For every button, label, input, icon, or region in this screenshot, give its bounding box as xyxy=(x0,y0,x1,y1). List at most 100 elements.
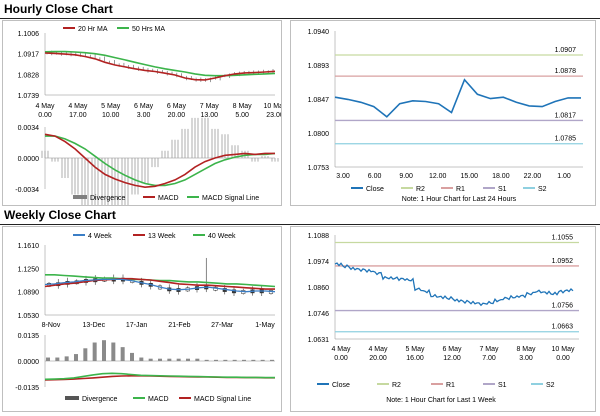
weekly-r2-level-label: 1.1055 xyxy=(552,235,574,242)
weekly-divergence-bar xyxy=(83,348,88,361)
hourly-left-panel: 20 Hr MA 50 Hrs MA 1.1006 1.0917 1.0828 1.073… xyxy=(2,20,287,228)
weekly-levels-chart: 1.1088 1.0974 1.0860 1.0746 1.0631 1.1055 1.09… xyxy=(308,233,579,404)
legend-label-close: Close xyxy=(332,382,350,389)
weekly-13-week-line xyxy=(44,277,275,290)
legend-label-s2: S2 xyxy=(546,382,555,389)
hourly-price-macd-chart: 20 Hr MA 50 Hrs MA 1.1006 1.0917 1.0828 1.073… xyxy=(15,26,287,228)
hourly-price-xtick-label: 20.00 xyxy=(168,112,186,119)
weekly-macd-ytick-label: -0.0135 xyxy=(15,385,39,392)
weekly-price-ytick-label: 1.1610 xyxy=(18,243,40,250)
legend-label-divergence: Divergence xyxy=(90,195,126,202)
weekly-levels-xtick-label: 0.00 xyxy=(334,355,348,362)
hourly-price-xtick-label: 4 May xyxy=(68,103,88,110)
weekly-price-ytick-label: 1.0530 xyxy=(18,313,40,320)
weekly-price-xtick-label: 21-Feb xyxy=(168,322,190,329)
weekly-price-ytick-label: 1.1250 xyxy=(18,266,40,273)
weekly-divergence-bar xyxy=(204,359,209,361)
weekly-macd-line xyxy=(44,372,275,381)
weekly-price-xtick-label: 27-Mar xyxy=(211,322,234,329)
weekly-divergence-bar xyxy=(64,356,69,361)
weekly-section-title: Weekly Close Chart xyxy=(4,208,116,222)
hourly-close-line xyxy=(334,78,581,118)
hourly-levels-chart: 1.0940 1.0893 1.0847 1.0800 1.0753 1.0907 1.08… xyxy=(308,29,583,203)
weekly-levels-xtick-label: 5 May xyxy=(405,346,425,353)
legend-label-13-week: 13 Week xyxy=(148,233,176,240)
weekly-divergence-bar xyxy=(92,342,97,361)
weekly-levels-ytick-label: 1.0974 xyxy=(308,259,330,266)
hourly-levels-xtick-label: 18.00 xyxy=(492,173,510,180)
weekly-levels-xtick-label: 20.00 xyxy=(369,355,387,362)
weekly-divergence-bar xyxy=(74,354,78,361)
weekly-divergence-bar xyxy=(270,359,274,361)
hourly-levels-ytick-label: 1.0847 xyxy=(308,97,330,104)
weekly-levels-xtick-label: 8 May xyxy=(516,346,536,353)
legend-swatch-divergence xyxy=(65,396,79,400)
legend-label-macd: MACD xyxy=(148,396,169,403)
hourly-price-xtick-label: 17.00 xyxy=(69,112,87,119)
legend-label-4-week: 4 Week xyxy=(88,233,112,240)
hourly-macd-signal-line xyxy=(45,135,276,187)
weekly-divergence-bar xyxy=(186,358,190,361)
weekly-close-line xyxy=(334,262,574,307)
hourly-price-xtick-label: 5.00 xyxy=(235,112,249,119)
hourly-price-ytick-label: 1.0828 xyxy=(18,72,40,79)
weekly-price-xtick-label: 13-Dec xyxy=(83,322,106,329)
legend-label-r1: R1 xyxy=(446,382,455,389)
hourly-levels-ytick-label: 1.0940 xyxy=(308,29,330,36)
hourly-levels-xtick-label: 9.00 xyxy=(399,173,413,180)
legend-label-s1: S1 xyxy=(498,186,507,193)
hourly-50hr-ma-line xyxy=(44,50,276,77)
weekly-divergence-bar xyxy=(242,359,246,361)
legend-label-s1: S1 xyxy=(498,382,507,389)
weekly-divergence-bar xyxy=(130,352,134,361)
hourly-price-xtick-label: 13.00 xyxy=(201,112,219,119)
hourly-price-xtick-label: 7 May xyxy=(200,103,220,110)
weekly-levels-xtick-label: 12.00 xyxy=(443,355,461,362)
weekly-levels-note: Note: 1 Hour Chart for Last 1 Week xyxy=(386,397,496,404)
weekly-divergence-bar xyxy=(260,359,265,361)
weekly-levels-xtick-label: 7 May xyxy=(479,346,499,353)
weekly-4-week-line xyxy=(44,278,276,293)
weekly-levels-ytick-label: 1.0860 xyxy=(308,285,330,292)
hourly-macd-line xyxy=(44,133,275,189)
hourly-s1-level-label: 1.0817 xyxy=(555,112,577,119)
hourly-r2-level-label: 1.0907 xyxy=(555,47,577,54)
weekly-right-panel: 1.1088 1.0974 1.0860 1.0746 1.0631 1.1055 1.09… xyxy=(290,226,596,412)
hourly-levels-xtick-label: 12.00 xyxy=(429,173,447,180)
weekly-divergence-bar xyxy=(148,358,153,361)
weekly-levels-xtick-label: 7.00 xyxy=(482,355,496,362)
hourly-s2-level-label: 1.0785 xyxy=(555,136,577,143)
weekly-levels-xtick-label: 4 May xyxy=(368,346,388,353)
weekly-r1-level-label: 1.0952 xyxy=(552,258,574,265)
weekly-levels-ytick-label: 1.0746 xyxy=(308,311,330,318)
weekly-divergence-bar xyxy=(167,358,172,361)
hourly-price-xtick-label: 8 May xyxy=(233,103,253,110)
weekly-divergence-bar xyxy=(111,342,116,361)
weekly-divergence-bar xyxy=(139,357,144,361)
weekly-divergence-bar xyxy=(223,359,228,361)
weekly-levels-ytick-label: 1.1088 xyxy=(308,233,330,240)
hourly-levels-ytick-label: 1.0800 xyxy=(308,131,330,138)
weekly-title-rule xyxy=(0,224,600,225)
hourly-macd-ytick-label: -0.0034 xyxy=(15,187,39,194)
weekly-levels-xtick-label: 0.00 xyxy=(556,355,570,362)
hourly-right-panel: 1.0940 1.0893 1.0847 1.0800 1.0753 1.0907 1.08… xyxy=(290,20,596,206)
weekly-levels-xtick-label: 16.00 xyxy=(406,355,424,362)
weekly-levels-ytick-label: 1.0631 xyxy=(308,337,330,344)
hourly-price-ytick-label: 1.0739 xyxy=(18,93,40,100)
hourly-macd-ytick-label: 0.0000 xyxy=(18,156,40,163)
hourly-price-xtick-label: 4 May xyxy=(35,103,55,110)
hourly-price-xtick-label: 6 May xyxy=(134,103,154,110)
weekly-levels-xtick-label: 10 May xyxy=(552,346,575,353)
weekly-divergence-bar xyxy=(120,347,125,361)
weekly-divergence-bar xyxy=(195,358,200,361)
hourly-macd-ytick-label: 0.0034 xyxy=(18,125,40,132)
hourly-price-xtick-label: 3.00 xyxy=(137,112,151,119)
legend-label-50hrs-ma: 50 Hrs MA xyxy=(132,26,165,33)
hourly-r1-level-label: 1.0878 xyxy=(555,68,577,75)
weekly-left-panel: 4 Week 13 Week 40 Week 1.1610 1.1250 1.0890 1.… xyxy=(2,226,282,412)
weekly-price-ytick-label: 1.0890 xyxy=(18,290,40,297)
legend-label-macd-signal-line: MACD Signal Line xyxy=(194,396,251,403)
hourly-title-rule xyxy=(0,18,600,19)
hourly-price-xtick-label: 10.00 xyxy=(102,112,120,119)
